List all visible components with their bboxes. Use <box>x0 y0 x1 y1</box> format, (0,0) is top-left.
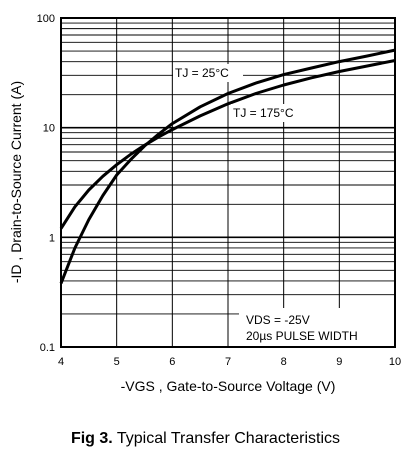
t175-label-bg <box>231 104 309 122</box>
y-axis-title: -ID , Drain-to-Source Current (A) <box>8 81 24 283</box>
x-tick-label: 8 <box>281 356 287 368</box>
x-tick-label: 5 <box>114 356 120 368</box>
plot-frame <box>60 17 396 348</box>
x-tick-label: 9 <box>336 356 342 368</box>
y-tick-label: 100 <box>37 13 55 25</box>
test-conditions-box <box>239 308 394 346</box>
pulse-width-label: 20µs PULSE WIDTH <box>246 329 358 343</box>
transfer-characteristics-chart: 4 5 6 7 8 9 10 0.1 1 10 100 VDS = -25V 20µs PULSE … <box>8 13 401 394</box>
y-tick-label: 0.1 <box>40 342 55 354</box>
figure-number: Fig 3. <box>70 430 113 447</box>
x-axis-title: -VGS , Gate-to-Source Voltage (V) <box>121 378 336 394</box>
figure-caption: Fig 3. Typical Transfer Characteristics <box>0 430 411 448</box>
series-layer <box>59 48 396 284</box>
y-tick-label: 1 <box>49 232 55 244</box>
figure-title: Typical Transfer Characteristics <box>116 430 341 447</box>
x-tick-label: 10 <box>389 356 401 368</box>
series-label-25c: TJ = 25°C <box>175 66 229 80</box>
vds-condition-label: VDS = -25V <box>246 313 310 327</box>
tick-labels: 4 5 6 7 8 9 10 0.1 1 10 100 <box>37 13 401 368</box>
y-tick-label: 10 <box>43 123 55 135</box>
series-line-25c <box>59 48 396 284</box>
t25-label-bg <box>173 64 243 82</box>
series-label-175c: TJ = 175°C <box>233 106 294 120</box>
series-line-175c <box>59 59 396 230</box>
x-tick-label: 6 <box>169 356 175 368</box>
x-tick-label: 4 <box>58 356 64 368</box>
x-tick-label: 7 <box>225 356 231 368</box>
